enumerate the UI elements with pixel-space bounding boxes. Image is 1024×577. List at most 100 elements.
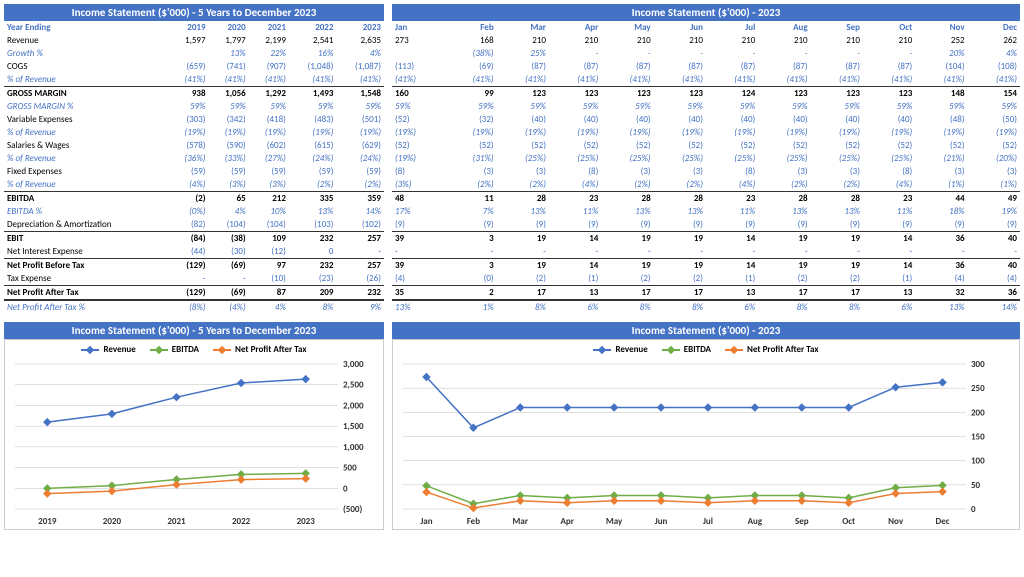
cell: (1) <box>549 272 601 286</box>
cell: 209 <box>289 286 337 301</box>
cell: (87) <box>706 60 758 73</box>
cell: 59% <box>249 100 289 113</box>
col-year: 2022 <box>289 21 337 34</box>
cell: (52) <box>758 139 810 152</box>
cell: (2%) <box>336 178 384 192</box>
cell: 59% <box>811 100 863 113</box>
cell: (0%) <box>168 205 208 218</box>
svg-text:300: 300 <box>971 359 985 370</box>
cell: (103) <box>289 218 337 232</box>
cell: (52) <box>811 139 863 152</box>
col-month: Jun <box>654 21 706 34</box>
cell: (36%) <box>168 152 208 165</box>
cell: 13% <box>915 300 967 314</box>
cell: (2%) <box>497 178 549 192</box>
cell: (4%) <box>549 178 601 192</box>
cell: (21%) <box>915 152 967 165</box>
cell: 335 <box>289 192 337 206</box>
cell: (24%) <box>336 152 384 165</box>
cell: (4) <box>392 272 444 286</box>
cell: 1% <box>444 300 496 314</box>
cell: - <box>497 245 549 259</box>
row-label: Depreciation & Amortization <box>4 218 168 232</box>
cell: 124 <box>706 87 758 101</box>
cell: (52) <box>601 139 653 152</box>
cell: (87) <box>863 60 915 73</box>
cell: 32 <box>915 286 967 301</box>
cell: 19 <box>601 259 653 273</box>
table-row: (3%)(2%)(2%)(4%)(2%)(2%)(4%)(2%)(2%)(4%)… <box>392 178 1020 192</box>
cell: (40) <box>811 113 863 126</box>
cell: (8) <box>863 165 915 178</box>
cell: 210 <box>601 34 653 47</box>
cell: 4% <box>336 47 384 60</box>
cell: (129) <box>168 286 208 301</box>
col-month: Sep <box>811 21 863 34</box>
cell: (41%) <box>392 73 444 87</box>
table-row: 13%1%8%6%8%8%6%8%8%6%13%14% <box>392 300 1020 314</box>
cell: (69) <box>209 286 249 301</box>
cell: (9) <box>392 218 444 232</box>
cell: 232 <box>336 286 384 301</box>
cell: 13% <box>497 205 549 218</box>
cell: 39 <box>392 259 444 273</box>
table-row: (4)(0)(2)(1)(2)(2)(1)(2)(2)(1)(4)(4) <box>392 272 1020 286</box>
table-row: EBIT(84)(38)109232257 <box>4 232 384 246</box>
cell: 11% <box>549 205 601 218</box>
cell: 1,056 <box>209 87 249 101</box>
cell: (659) <box>168 60 208 73</box>
row-label: Salaries & Wages <box>4 139 168 152</box>
cell: (483) <box>289 113 337 126</box>
table-monthly: JanFebMarAprMayJunJulAugSepOctNovDec2731… <box>392 21 1020 314</box>
cell: 4% <box>249 300 289 314</box>
cell: 154 <box>968 87 1020 101</box>
svg-text:May: May <box>606 516 623 527</box>
cell: (8) <box>706 165 758 178</box>
cell: (9) <box>497 218 549 232</box>
cell: (602) <box>249 139 289 152</box>
svg-text:1,000: 1,000 <box>343 442 364 453</box>
svg-text:Jan: Jan <box>420 516 432 527</box>
cell: (9) <box>758 218 810 232</box>
cell: 1,493 <box>289 87 337 101</box>
cell: 28 <box>497 192 549 206</box>
svg-text:50: 50 <box>971 480 981 491</box>
cell: 18% <box>915 205 967 218</box>
cell: (59) <box>168 165 208 178</box>
row-label: GROSS MARGIN % <box>4 100 168 113</box>
cell: (26) <box>336 272 384 286</box>
cell: (19%) <box>758 126 810 139</box>
cell: (19%) <box>289 126 337 139</box>
cell: 123 <box>863 87 915 101</box>
cell: (40) <box>601 113 653 126</box>
cell: (9) <box>444 218 496 232</box>
cell: (3) <box>601 165 653 178</box>
cell: 59% <box>289 100 337 113</box>
cell: (2%) <box>444 178 496 192</box>
cell: (24%) <box>289 152 337 165</box>
cell: 13 <box>549 286 601 301</box>
svg-text:2019: 2019 <box>38 516 57 527</box>
cell: 13 <box>863 286 915 301</box>
cell: 59% <box>758 100 810 113</box>
cell: 273 <box>392 34 444 47</box>
cell: 212 <box>249 192 289 206</box>
cell: (41%) <box>968 73 1020 87</box>
cell: 48 <box>392 192 444 206</box>
row-label: Net Profit After Tax % <box>4 300 168 314</box>
col-month: Aug <box>758 21 810 34</box>
col-month: Mar <box>497 21 549 34</box>
cell: 938 <box>168 87 208 101</box>
cell: 35 <box>392 286 444 301</box>
cell: (52) <box>706 139 758 152</box>
cell: 40 <box>968 232 1020 246</box>
cell: 28 <box>654 192 706 206</box>
table-row: (52)(52)(52)(52)(52)(52)(52)(52)(52)(52)… <box>392 139 1020 152</box>
cell: 257 <box>336 259 384 273</box>
cell: (52) <box>654 139 706 152</box>
cell: - <box>549 245 601 259</box>
table-row: Fixed Expenses(59)(59)(59)(59)(59) <box>4 165 384 178</box>
cell: (33%) <box>209 152 249 165</box>
cell: (4%) <box>168 178 208 192</box>
cell: 8% <box>497 300 549 314</box>
